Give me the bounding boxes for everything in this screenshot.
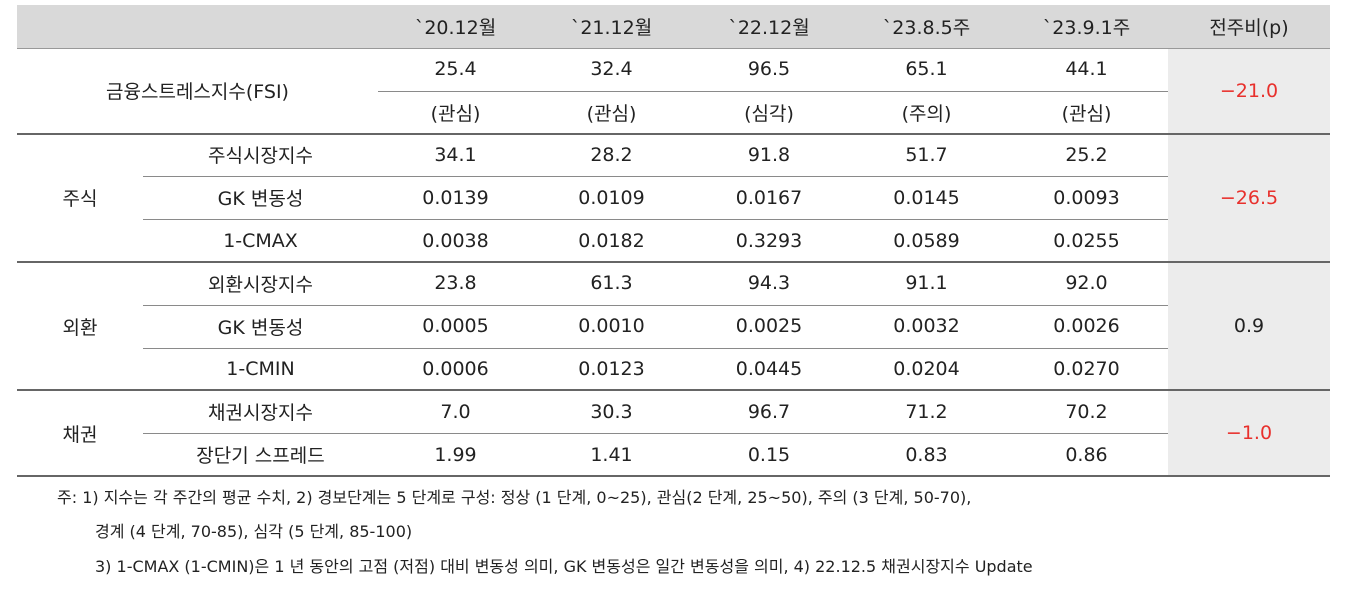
value-cell: 0.0010 [578,315,645,338]
value-cell: 61.3 [590,272,633,295]
value-cell: 30.3 [590,400,633,423]
value-cell: 0.0255 [1053,229,1120,252]
column-header: `20.12월 [414,17,497,39]
row-label: 주식시장지수 [208,145,313,168]
value-cell: 0.0109 [578,186,645,209]
value-cell: 96.5 [747,58,791,81]
group-line [17,389,1330,392]
value-cell: 0.0006 [422,357,489,380]
value-cell: 0.0026 [1053,315,1120,338]
row-line [143,347,1168,349]
value-cell: 96.7 [747,400,791,423]
value-cell: 0.3293 [735,229,803,252]
value-cell: 0.0145 [893,186,960,209]
value-cell: 0.0005 [422,315,489,338]
value-cell: 0.0025 [735,315,803,338]
footnote: 주: 1) 지수는 각 주간의 평균 수치, 2) 경보단계는 5 단계로 구성… [57,488,972,507]
value-cell: 0.15 [747,443,791,466]
value-cell: 0.0032 [893,315,960,338]
row-label: 채권시장지수 [208,402,313,425]
value-cell: 71.2 [905,400,948,423]
value-cell: 0.0123 [578,357,645,380]
value-cell: (심각) [744,102,794,125]
value-cell: 0.0038 [422,229,489,252]
value-cell: 91.1 [905,272,948,295]
row-label: 1-CMIN [226,357,295,380]
change-value: −1.0 [1225,422,1273,445]
change-value: −21.0 [1219,79,1279,102]
value-cell: (관심) [1061,102,1112,125]
value-cell: 0.83 [905,443,948,466]
value-cell: 51.7 [905,143,948,166]
value-cell: 91.8 [747,143,791,166]
value-cell: 1.41 [590,443,633,466]
value-cell: 28.2 [590,143,633,166]
row-label: 장단기 스프레드 [196,445,325,468]
row-line [143,304,1168,306]
value-cell: 0.0204 [893,357,960,380]
change-value: −26.5 [1219,186,1279,209]
footnote: 3) 1-CMAX (1-CMIN)은 1 년 동안의 고점 (저점) 대비 변… [95,557,1033,576]
column-header: `21.12월 [570,17,653,39]
header-line [17,48,1330,49]
change-value: 0.9 [1233,315,1265,338]
value-cell: 25.4 [434,58,477,81]
value-cell: (주의) [901,102,952,125]
value-cell: (관심) [586,102,637,125]
row-line [143,433,1168,435]
column-header: `23.9.1주 [1042,17,1131,39]
value-cell: 0.0139 [422,186,489,209]
value-cell: 0.0589 [893,229,960,252]
value-cell: 0.0445 [735,357,803,380]
value-cell: 34.1 [434,143,477,166]
value-cell: 44.1 [1065,58,1108,81]
group-label: 채권 [62,423,98,446]
value-cell: 70.2 [1065,400,1108,423]
group-line [17,475,1330,477]
value-cell: 1.99 [434,443,477,466]
row-label: 1-CMAX [223,229,298,252]
value-cell: 92.0 [1065,272,1108,295]
group-label: 금융스트레스지수(FSI) [106,81,289,104]
row-line [143,176,1168,178]
value-cell: 7.0 [440,400,471,423]
row-line [143,219,1168,221]
value-cell: 94.3 [747,272,791,295]
group-label: 주식 [62,188,98,211]
row-line [378,90,1168,92]
value-cell: 0.0167 [735,186,803,209]
value-cell: 0.86 [1065,443,1108,466]
value-cell: 0.0182 [578,229,645,252]
value-cell: 0.0270 [1053,357,1120,380]
value-cell: 0.0093 [1053,186,1120,209]
value-cell: 23.8 [434,272,477,295]
row-label: GK 변동성 [217,188,304,211]
row-label: GK 변동성 [217,316,304,339]
column-header: `23.8.5주 [882,17,971,39]
value-cell: (관심) [430,102,481,125]
column-header: `22.12월 [728,17,810,39]
value-cell: 32.4 [590,58,633,81]
header-bg [17,5,1330,48]
value-cell: 25.2 [1065,143,1108,166]
row-label: 외환시장지수 [208,273,313,296]
footnote: 경계 (4 단계, 70-85), 심각 (5 단계, 85-100) [95,522,413,541]
group-line [17,261,1330,263]
value-cell: 65.1 [905,58,948,81]
group-line [17,132,1330,135]
column-header: 전주비(p) [1209,17,1289,39]
group-label: 외환 [62,316,98,339]
